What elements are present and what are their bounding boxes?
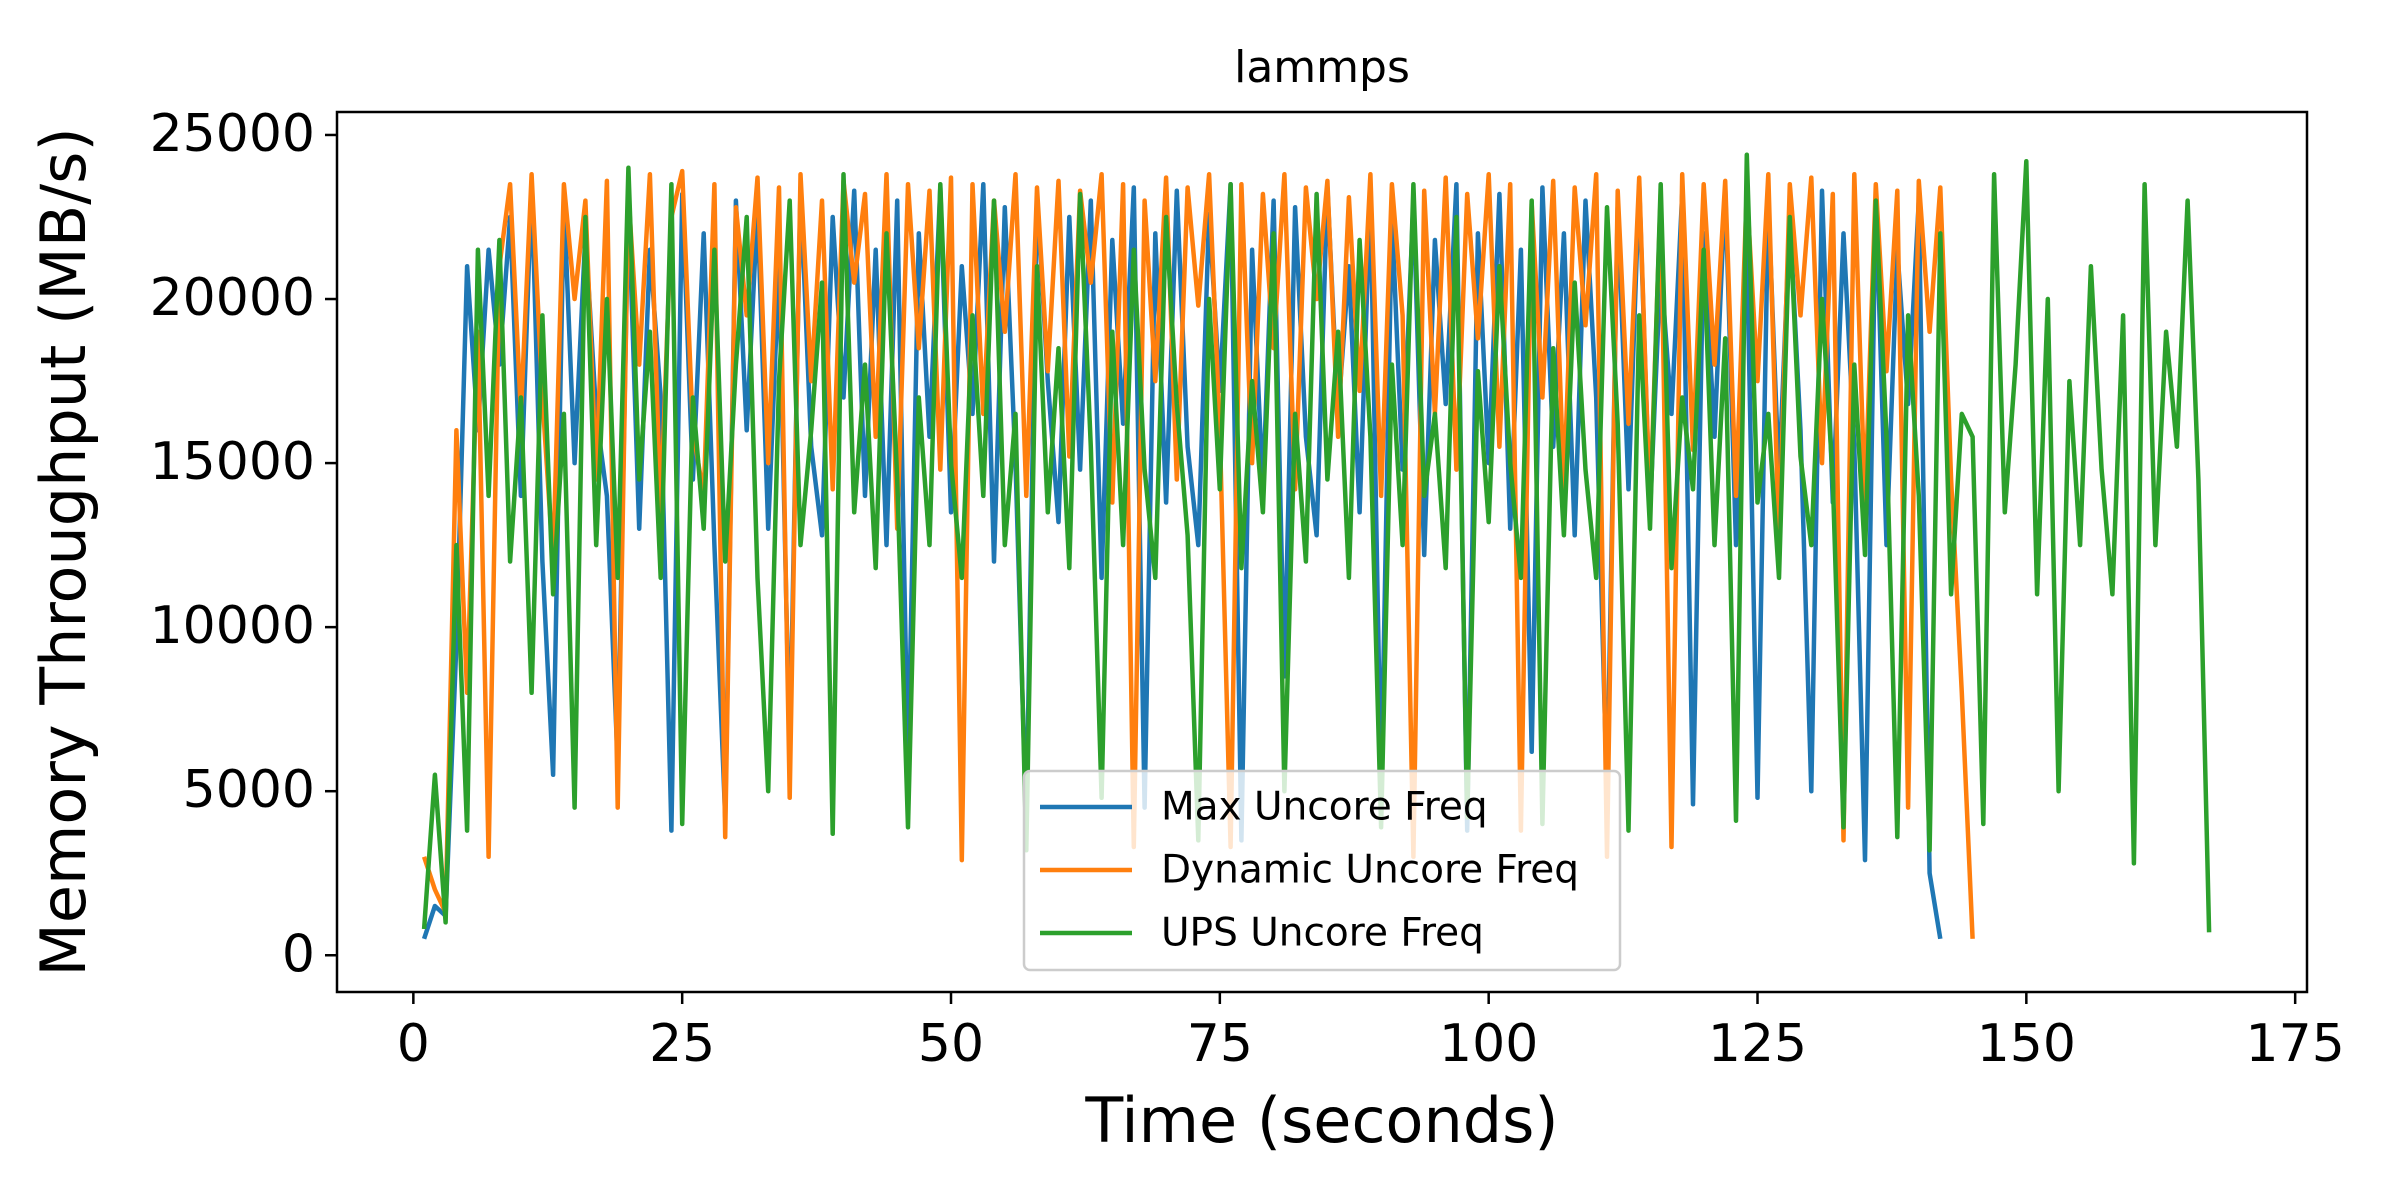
plot-area [421, 152, 2212, 940]
y-tick-label: 15000 [150, 432, 315, 492]
x-axis-label: Time (seconds) [1084, 1084, 1558, 1157]
y-axis-label: Memory Throughput (MB/s) [27, 127, 100, 976]
x-tick-label: 150 [1977, 1014, 2076, 1074]
y-tick-label: 5000 [183, 760, 315, 820]
y-tick-label: 10000 [150, 596, 315, 656]
legend-label: UPS Uncore Freq [1161, 911, 1484, 956]
y-tick-label: 0 [282, 924, 315, 984]
chart-title: lammps [1234, 42, 1410, 93]
x-tick-label: 100 [1439, 1014, 1538, 1074]
data-line [421, 168, 1975, 939]
x-tick-label: 0 [397, 1014, 430, 1074]
x-tick-label: 25 [649, 1014, 715, 1074]
legend-label: Max Uncore Freq [1161, 785, 1488, 830]
x-tick-label: 50 [918, 1014, 984, 1074]
x-tick-label: 175 [2246, 1014, 2345, 1074]
y-tick-label: 25000 [150, 104, 315, 164]
x-tick-label: 75 [1187, 1014, 1253, 1074]
legend: Max Uncore Freq Dynamic Uncore Freq UPS Un… [1022, 769, 1622, 972]
data-line [421, 152, 2212, 933]
legend-box [1022, 769, 1622, 972]
x-tick-label: 125 [1708, 1014, 1807, 1074]
axes-frame [335, 110, 2309, 994]
y-tick-label: 20000 [150, 268, 315, 328]
legend-label: Dynamic Uncore Freq [1161, 848, 1579, 893]
